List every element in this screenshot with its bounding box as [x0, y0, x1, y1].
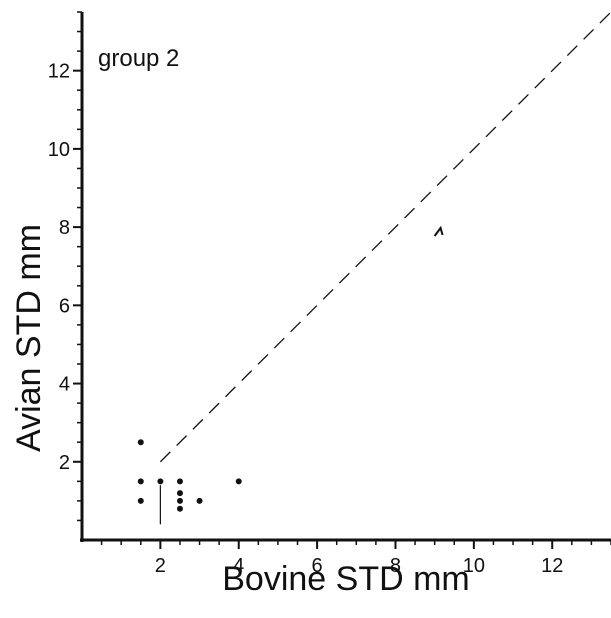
data-point [235, 478, 242, 485]
data-point [196, 497, 203, 504]
ticks: 2 4 6 8 10 12 2 4 6 8 10 12 [48, 11, 611, 577]
y-tick-label: 4 [59, 374, 70, 396]
data-point [176, 490, 183, 497]
x-tick-label: 6 [312, 555, 323, 577]
data-point [176, 497, 183, 504]
x-tick-label: 10 [463, 555, 485, 577]
y-tick-label: 8 [59, 217, 70, 239]
data-points [137, 439, 242, 512]
x-tick-label: 4 [233, 555, 244, 577]
reference-line-group [159, 11, 611, 525]
identity-line [159, 11, 611, 463]
data-point [157, 478, 164, 485]
y-tick-label: 2 [59, 452, 70, 474]
y-tick-label: 6 [59, 295, 70, 317]
panel-label: group 2 [98, 45, 179, 72]
x-tick-label: 8 [390, 555, 401, 577]
x-tick-label: 12 [541, 555, 563, 577]
data-point [137, 478, 144, 485]
data-point [176, 478, 183, 485]
y-tick-label: 12 [48, 61, 70, 83]
y-tick-label: 10 [48, 139, 70, 161]
x-tick-label: 2 [155, 555, 166, 577]
data-point [137, 497, 144, 504]
data-point [176, 505, 183, 512]
x-axis-title: Bovine STD mm [222, 560, 470, 598]
arrow-mark [433, 225, 444, 237]
axes [80, 12, 611, 542]
data-point [137, 439, 144, 446]
y-axis-title: Avian STD mm [10, 224, 48, 452]
